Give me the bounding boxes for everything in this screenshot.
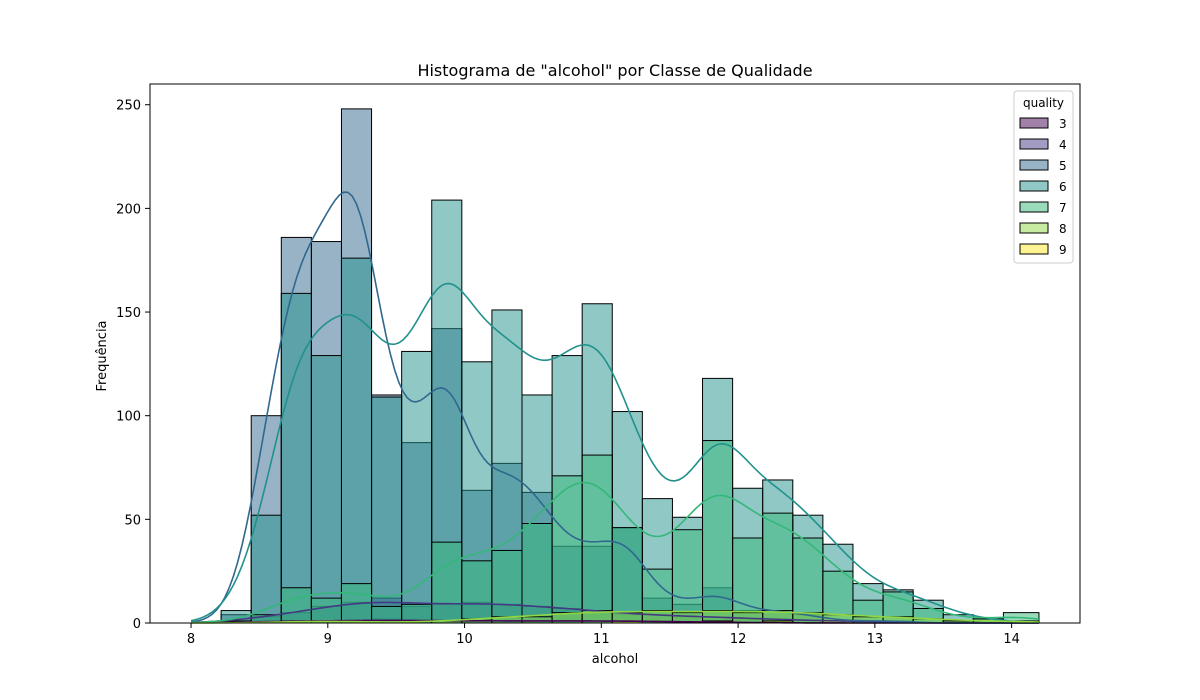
axes: 8 9 10 11 12 13 14 0 50 100 150 200 250 [116, 83, 1081, 647]
y-tick-label: 50 [124, 513, 141, 528]
bar-quality-8-bin-11 [521, 616, 553, 624]
x-tick-label: 14 [1003, 632, 1020, 647]
bar-quality-7-bin-20 [792, 537, 824, 624]
kde-line-quality-8 [191, 610, 1039, 624]
bar-quality-6-bin-4 [310, 355, 342, 624]
legend-swatch-quality-7 [1019, 201, 1049, 213]
bar-quality-7-bin-8 [431, 541, 463, 624]
legend-swatch-quality-8 [1019, 222, 1049, 234]
bar-quality-6-bin-7 [401, 350, 433, 624]
legend-label-quality-4: 4 [1059, 138, 1067, 152]
y-tick-label: 250 [116, 99, 141, 114]
x-tick-label: 11 [593, 632, 610, 647]
bar-quality-6-bin-3 [280, 292, 312, 624]
legend-label-quality-7: 7 [1059, 201, 1067, 215]
legend: quality 3 4 5 6 7 8 9 [1013, 90, 1074, 264]
kde-line-quality-5 [190, 191, 1039, 624]
chart-title: Histograma de "alcohol" por Classe de Qu… [417, 61, 812, 80]
bar-quality-7-bin-13 [581, 454, 613, 624]
bar-quality-7-bin-12 [551, 475, 583, 624]
legend-label-quality-6: 6 [1059, 180, 1067, 194]
y-axis-label: Frequência [95, 320, 110, 391]
legend-label-quality-8: 8 [1059, 222, 1067, 236]
y-tick-label: 100 [116, 410, 141, 425]
legend-swatch-quality-3 [1019, 117, 1049, 129]
histogram-bars [220, 108, 1040, 624]
bar-quality-7-bin-9 [461, 560, 493, 624]
bar-quality-7-bin-16 [671, 529, 704, 624]
legend-box [1013, 90, 1074, 264]
x-tick-label: 10 [456, 632, 473, 647]
bar-quality-6-bin-5 [340, 257, 373, 624]
bar-quality-7-bin-17 [702, 440, 734, 624]
x-tick-label: 9 [324, 632, 332, 647]
legend-label-quality-3: 3 [1059, 117, 1067, 131]
legend-title: quality [1023, 96, 1064, 110]
legend-swatch-quality-9 [1019, 243, 1049, 255]
bar-quality-7-bin-14 [611, 527, 643, 624]
x-axis-label: alcohol [592, 652, 638, 667]
y-tick-label: 200 [116, 202, 141, 217]
bar-quality-6-bin-6 [371, 396, 403, 624]
bar-quality-7-bin-11 [521, 522, 553, 624]
bar-quality-7-bin-18 [732, 537, 764, 624]
x-tick-label: 12 [730, 632, 747, 647]
legend-swatch-quality-5 [1019, 159, 1049, 171]
bar-quality-7-bin-10 [491, 549, 523, 624]
legend-swatch-quality-4 [1019, 138, 1049, 150]
bar-quality-7-bin-4 [310, 597, 342, 624]
x-tick-label: 8 [187, 632, 195, 647]
bar-quality-7-bin-3 [280, 587, 312, 624]
plot-frame [149, 83, 1081, 624]
y-tick-label: 150 [116, 306, 141, 321]
kde-curves [190, 191, 1040, 624]
x-tick-label: 13 [867, 632, 884, 647]
bar-quality-7-bin-19 [762, 512, 794, 624]
legend-label-quality-9: 9 [1059, 243, 1067, 257]
bar-quality-6-bin-2 [250, 514, 282, 624]
y-tick-label: 0 [133, 617, 141, 632]
legend-swatch-quality-6 [1019, 180, 1049, 192]
kde-line-quality-7 [191, 481, 1040, 624]
kde-line-quality-6 [190, 282, 1039, 624]
legend-label-quality-5: 5 [1059, 159, 1067, 173]
